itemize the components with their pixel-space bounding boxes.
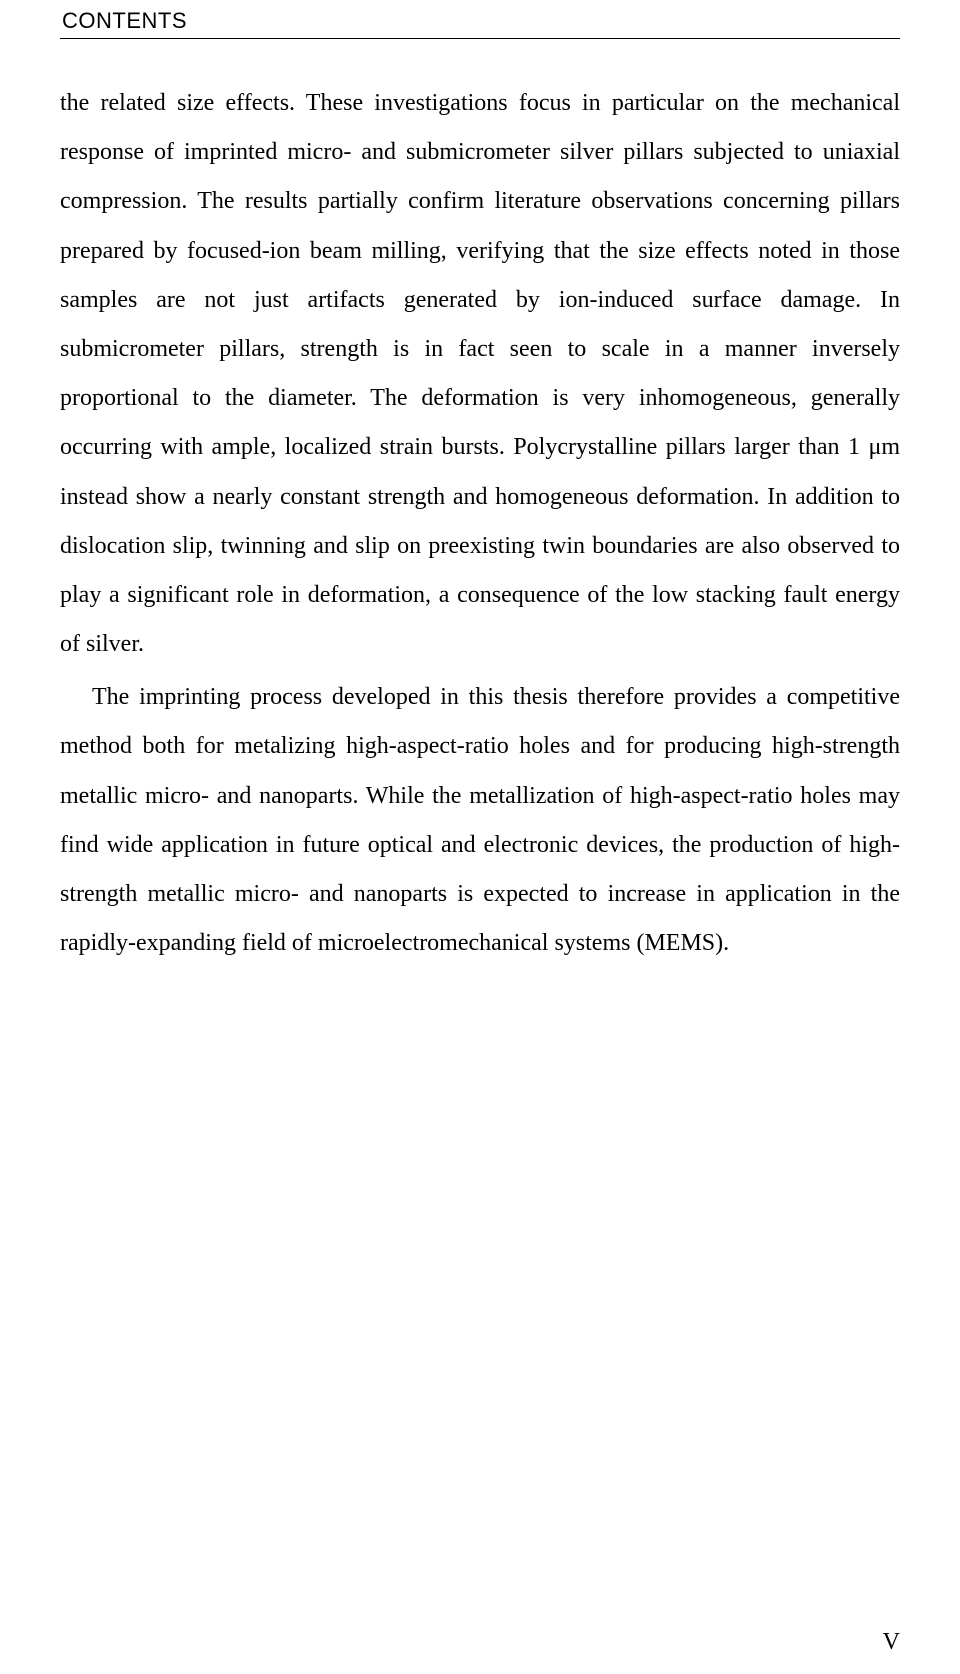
body-paragraph-2: The imprinting process developed in this…	[60, 673, 900, 968]
page-number: V	[883, 1629, 900, 1656]
page-body: the related size effects. These investig…	[60, 39, 900, 968]
page-header: CONTENTS	[60, 0, 900, 39]
body-paragraph-1: the related size effects. These investig…	[60, 79, 900, 669]
header-label: CONTENTS	[60, 8, 900, 38]
